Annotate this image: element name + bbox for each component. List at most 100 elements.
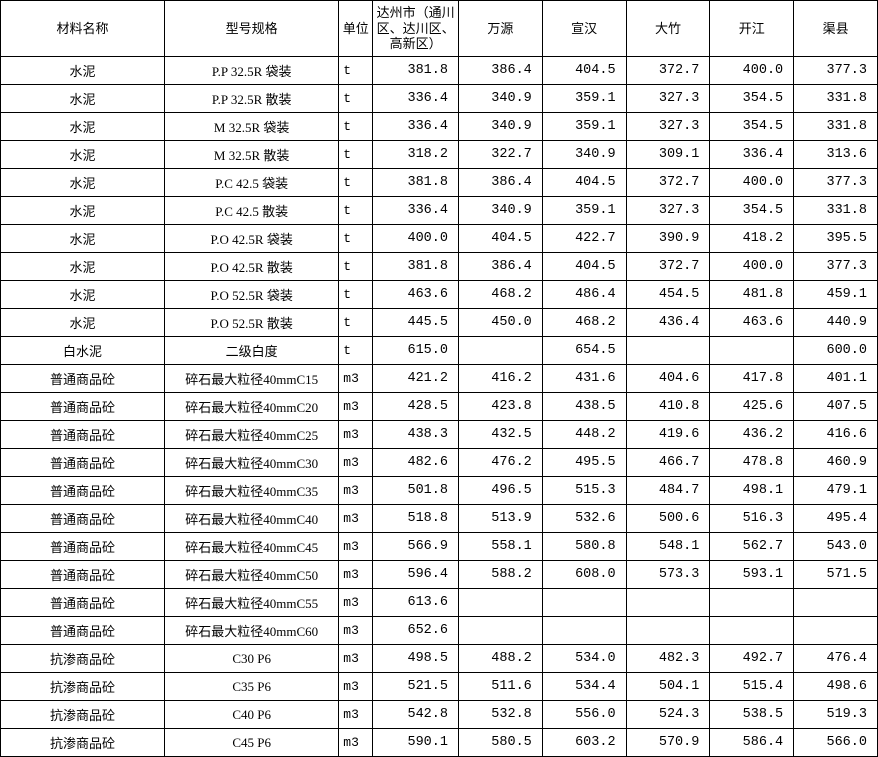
- table-row: 水泥P.O 42.5R 袋装t400.0404.5422.7390.9418.2…: [1, 225, 878, 253]
- cell-value: 438.5: [542, 393, 626, 421]
- cell-value: 400.0: [710, 253, 794, 281]
- cell-value: 400.0: [710, 57, 794, 85]
- cell-unit: m3: [339, 533, 373, 561]
- table-row: 普通商品砼碎石最大粒径40mmC35m3501.8496.5515.3484.7…: [1, 477, 878, 505]
- cell-unit: m3: [339, 365, 373, 393]
- cell-value: [710, 589, 794, 617]
- cell-value: 327.3: [626, 197, 710, 225]
- cell-value: 613.6: [373, 589, 459, 617]
- cell-spec: P.O 52.5R 袋装: [165, 281, 339, 309]
- cell-value: [626, 617, 710, 645]
- table-head: 材料名称型号规格单位达州市（通川区、达川区、高新区）万源宣汉大竹开江渠县: [1, 1, 878, 57]
- cell-material-name: 普通商品砼: [1, 505, 165, 533]
- table-row: 抗渗商品砼C45 P6m3590.1580.5603.2570.9586.456…: [1, 729, 878, 757]
- cell-value: 498.5: [373, 645, 459, 673]
- cell-material-name: 水泥: [1, 281, 165, 309]
- table-row: 水泥M 32.5R 散装t318.2322.7340.9309.1336.431…: [1, 141, 878, 169]
- cell-value: 652.6: [373, 617, 459, 645]
- cell-value: [458, 589, 542, 617]
- cell-spec: 碎石最大粒径40mmC45: [165, 533, 339, 561]
- cell-value: 454.5: [626, 281, 710, 309]
- table-row: 抗渗商品砼C40 P6m3542.8532.8556.0524.3538.551…: [1, 701, 878, 729]
- cell-spec: 碎石最大粒径40mmC35: [165, 477, 339, 505]
- cell-value: [626, 337, 710, 365]
- cell-unit: t: [339, 281, 373, 309]
- cell-unit: t: [339, 141, 373, 169]
- cell-value: 615.0: [373, 337, 459, 365]
- cell-value: 482.6: [373, 449, 459, 477]
- cell-spec: 碎石最大粒径40mmC50: [165, 561, 339, 589]
- table-row: 抗渗商品砼C30 P6m3498.5488.2534.0482.3492.747…: [1, 645, 878, 673]
- cell-value: 404.5: [542, 169, 626, 197]
- cell-value: 476.4: [794, 645, 878, 673]
- cell-value: 500.6: [626, 505, 710, 533]
- table-row: 白水泥二级白度t615.0654.5600.0: [1, 337, 878, 365]
- cell-material-name: 普通商品砼: [1, 421, 165, 449]
- cell-value: 486.4: [542, 281, 626, 309]
- col-header-kaijiang: 开江: [710, 1, 794, 57]
- cell-value: 354.5: [710, 113, 794, 141]
- cell-unit: m3: [339, 505, 373, 533]
- cell-value: 331.8: [794, 197, 878, 225]
- cell-value: 445.5: [373, 309, 459, 337]
- cell-value: 331.8: [794, 113, 878, 141]
- cell-value: 511.6: [458, 673, 542, 701]
- cell-unit: m3: [339, 729, 373, 757]
- cell-value: 466.7: [626, 449, 710, 477]
- cell-unit: m3: [339, 393, 373, 421]
- cell-material-name: 抗渗商品砼: [1, 701, 165, 729]
- cell-value: 400.0: [710, 169, 794, 197]
- cell-value: 416.6: [794, 421, 878, 449]
- cell-unit: t: [339, 85, 373, 113]
- cell-value: 586.4: [710, 729, 794, 757]
- cell-spec: 碎石最大粒径40mmC60: [165, 617, 339, 645]
- table-row: 普通商品砼碎石最大粒径40mmC45m3566.9558.1580.8548.1…: [1, 533, 878, 561]
- cell-spec: P.O 52.5R 散装: [165, 309, 339, 337]
- cell-value: 498.1: [710, 477, 794, 505]
- cell-unit: m3: [339, 617, 373, 645]
- cell-value: 496.5: [458, 477, 542, 505]
- cell-value: 460.9: [794, 449, 878, 477]
- table-row: 水泥P.C 42.5 袋装t381.8386.4404.5372.7400.03…: [1, 169, 878, 197]
- cell-material-name: 普通商品砼: [1, 533, 165, 561]
- cell-value: 482.3: [626, 645, 710, 673]
- cell-value: 340.9: [458, 85, 542, 113]
- cell-value: 571.5: [794, 561, 878, 589]
- cell-material-name: 水泥: [1, 197, 165, 225]
- table-row: 水泥P.P 32.5R 袋装t381.8386.4404.5372.7400.0…: [1, 57, 878, 85]
- cell-value: 438.3: [373, 421, 459, 449]
- cell-value: 596.4: [373, 561, 459, 589]
- col-header-unit: 单位: [339, 1, 373, 57]
- cell-material-name: 抗渗商品砼: [1, 729, 165, 757]
- cell-value: 504.1: [626, 673, 710, 701]
- cell-value: 407.5: [794, 393, 878, 421]
- cell-material-name: 普通商品砼: [1, 393, 165, 421]
- cell-unit: m3: [339, 589, 373, 617]
- cell-value: 377.3: [794, 169, 878, 197]
- cell-value: 354.5: [710, 85, 794, 113]
- cell-value: 498.6: [794, 673, 878, 701]
- cell-value: [458, 617, 542, 645]
- cell-value: 495.5: [542, 449, 626, 477]
- cell-unit: m3: [339, 645, 373, 673]
- cell-value: 519.3: [794, 701, 878, 729]
- cell-value: 463.6: [373, 281, 459, 309]
- cell-value: 336.4: [373, 197, 459, 225]
- cell-unit: t: [339, 57, 373, 85]
- col-header-spec: 型号规格: [165, 1, 339, 57]
- cell-value: 386.4: [458, 57, 542, 85]
- cell-value: 542.8: [373, 701, 459, 729]
- table-row: 水泥P.O 42.5R 散装t381.8386.4404.5372.7400.0…: [1, 253, 878, 281]
- cell-unit: t: [339, 225, 373, 253]
- cell-material-name: 水泥: [1, 169, 165, 197]
- cell-value: 340.9: [458, 197, 542, 225]
- cell-value: 381.8: [373, 57, 459, 85]
- cell-value: [626, 589, 710, 617]
- cell-value: 440.9: [794, 309, 878, 337]
- cell-value: 532.6: [542, 505, 626, 533]
- cell-value: 501.8: [373, 477, 459, 505]
- col-header-dazhu: 大竹: [626, 1, 710, 57]
- cell-value: 336.4: [710, 141, 794, 169]
- cell-value: 556.0: [542, 701, 626, 729]
- cell-value: 436.4: [626, 309, 710, 337]
